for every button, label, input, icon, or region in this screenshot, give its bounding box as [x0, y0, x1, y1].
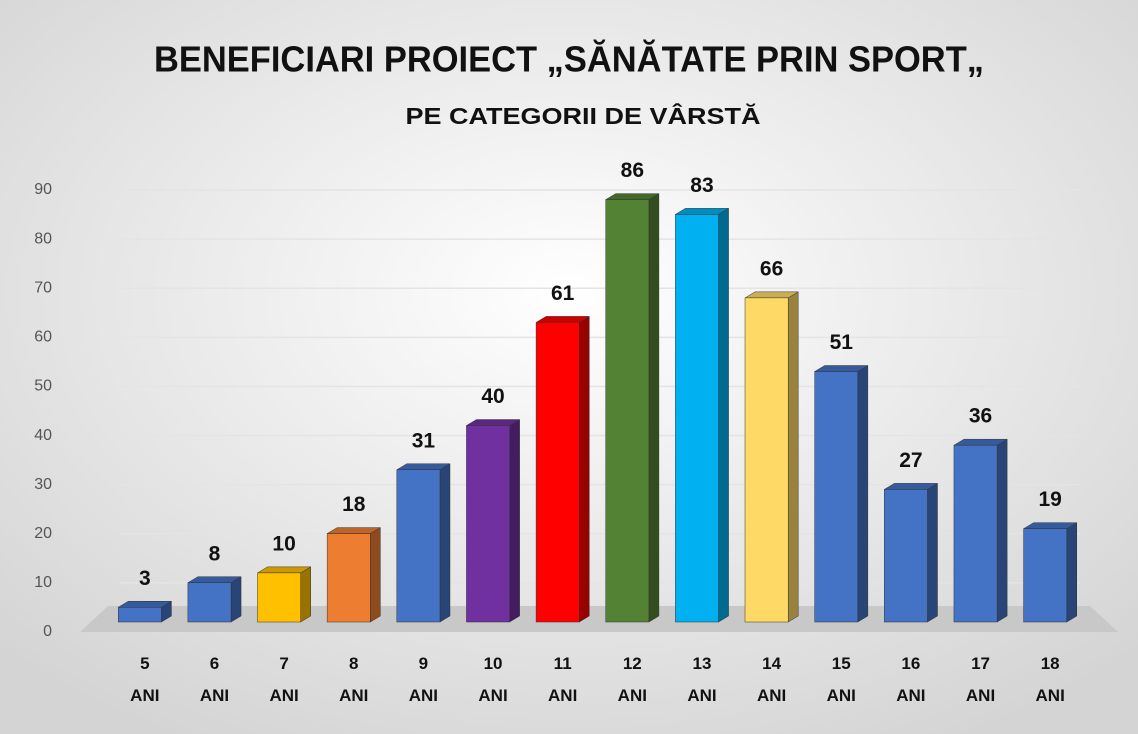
y-tick-label: 90	[34, 181, 52, 198]
value-label: 66	[760, 257, 783, 280]
value-label: 86	[621, 159, 644, 182]
chart-subtitle: PE CATEGORII DE VÂRSTĂ	[406, 102, 761, 129]
value-label: 61	[551, 282, 575, 305]
value-label: 40	[481, 385, 504, 408]
bar-side	[300, 566, 311, 623]
bar	[117, 607, 162, 623]
bar-side	[230, 576, 242, 623]
value-label: 18	[342, 493, 366, 516]
x-tick-label: 7 ANI	[269, 654, 299, 705]
value-label: 3	[139, 567, 151, 590]
bar	[535, 322, 580, 623]
bar	[884, 489, 928, 623]
value-label: 36	[969, 405, 992, 428]
bar-side	[439, 463, 451, 623]
bar	[257, 572, 301, 623]
bar-side	[857, 365, 869, 623]
bar-side	[509, 419, 520, 623]
bar-side	[927, 482, 938, 623]
y-tick-label: 40	[34, 427, 52, 444]
y-tick-label: 50	[34, 378, 52, 395]
bar	[466, 425, 510, 623]
bar	[326, 533, 371, 623]
value-label: 83	[690, 174, 713, 197]
bar	[814, 371, 859, 623]
x-tick-label: 18 ANI	[1035, 654, 1065, 705]
chart-title: BENEFICIARI PROIECT „SĂNĂTATE PRIN SPORT…	[154, 39, 984, 80]
bar-side	[718, 207, 729, 623]
bar-side	[996, 438, 1008, 623]
bar	[396, 469, 441, 623]
value-label: 51	[830, 331, 854, 354]
x-tick-label: 14 ANI	[756, 654, 787, 705]
bar-side	[648, 193, 660, 623]
bar-side	[787, 291, 799, 623]
x-tick-label: 16 ANI	[896, 654, 926, 705]
x-tick-label: 8 ANI	[339, 654, 369, 705]
y-tick-label: 0	[43, 623, 52, 640]
x-tick-label: 15 ANI	[826, 654, 856, 705]
y-tick-label: 30	[34, 476, 52, 493]
y-tick-label: 60	[34, 329, 52, 346]
value-label: 10	[272, 532, 295, 555]
bar-side	[579, 315, 590, 623]
value-label: 8	[209, 542, 221, 565]
x-tick-label: 10 ANI	[478, 654, 508, 705]
x-tick-label: 12 ANI	[617, 654, 647, 705]
x-tick-label: 9 ANI	[408, 654, 439, 705]
value-label: 27	[899, 449, 922, 472]
bar	[1023, 528, 1068, 623]
x-tick-label: 5 ANI	[130, 654, 160, 705]
bar	[187, 582, 232, 623]
x-tick-label: 6 ANI	[199, 654, 230, 705]
value-label: 31	[412, 429, 436, 452]
bar-side	[370, 527, 381, 623]
y-tick-label: 10	[34, 574, 52, 591]
y-tick-label: 70	[34, 279, 52, 296]
value-label: 19	[1038, 488, 1061, 511]
bar-side	[1066, 522, 1078, 623]
bar	[953, 444, 998, 623]
x-tick-label: 17 ANI	[965, 654, 996, 705]
y-tick-label: 20	[34, 525, 52, 542]
x-tick-label: 11 ANI	[548, 654, 578, 705]
bar	[744, 297, 789, 623]
y-tick-label: 80	[34, 230, 52, 247]
bar	[675, 214, 719, 623]
x-tick-label: 13 ANI	[687, 654, 717, 705]
bar	[605, 199, 650, 623]
